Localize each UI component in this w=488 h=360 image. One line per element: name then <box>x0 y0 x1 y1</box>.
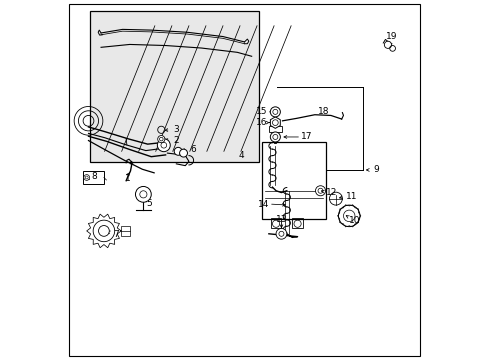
Bar <box>261 142 325 220</box>
Circle shape <box>179 149 187 157</box>
Text: 13: 13 <box>275 215 286 224</box>
Circle shape <box>135 186 151 202</box>
Bar <box>268 126 281 132</box>
Circle shape <box>157 139 170 152</box>
Text: 5: 5 <box>146 199 152 208</box>
Circle shape <box>83 175 89 180</box>
Text: 3: 3 <box>173 125 179 134</box>
Text: 18: 18 <box>317 107 328 116</box>
Text: 8: 8 <box>92 172 97 181</box>
Bar <box>270 219 281 228</box>
Text: 10: 10 <box>348 216 360 225</box>
Circle shape <box>174 147 182 155</box>
Text: 19: 19 <box>385 32 396 41</box>
Bar <box>292 219 303 228</box>
Bar <box>83 171 104 184</box>
Text: 6: 6 <box>190 145 195 154</box>
Circle shape <box>329 192 342 205</box>
Text: 16: 16 <box>255 118 266 127</box>
Circle shape <box>270 132 280 142</box>
Text: 14: 14 <box>257 199 268 208</box>
Text: 15: 15 <box>255 107 266 116</box>
Circle shape <box>315 186 325 196</box>
Bar <box>90 12 258 162</box>
Text: 2: 2 <box>173 136 179 145</box>
Text: 7: 7 <box>113 230 119 239</box>
Circle shape <box>276 228 286 239</box>
Bar <box>121 226 130 236</box>
Text: 12: 12 <box>325 188 336 197</box>
Circle shape <box>384 41 391 48</box>
Text: 1: 1 <box>125 174 131 183</box>
Text: 11: 11 <box>346 192 357 201</box>
Circle shape <box>99 226 109 236</box>
Circle shape <box>338 205 359 226</box>
Text: 4: 4 <box>238 151 244 160</box>
Text: 9: 9 <box>373 166 379 175</box>
Circle shape <box>158 135 164 143</box>
Circle shape <box>270 107 280 117</box>
Polygon shape <box>270 117 280 129</box>
Text: 17: 17 <box>301 132 312 141</box>
